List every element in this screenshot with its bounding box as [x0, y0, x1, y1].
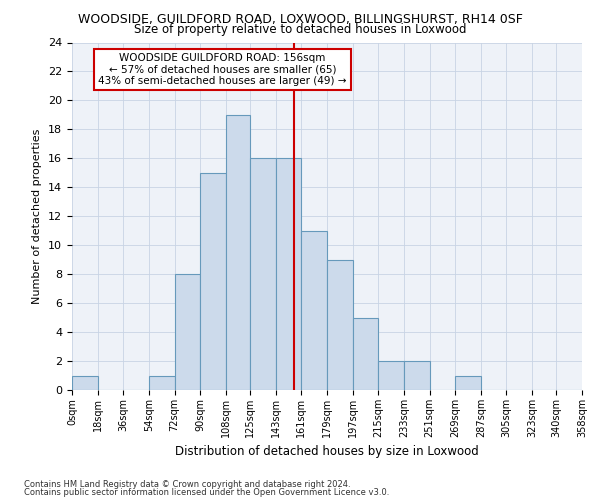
Bar: [175, 274, 200, 390]
Bar: [226, 115, 250, 390]
Bar: [250, 158, 276, 390]
Bar: [200, 173, 226, 390]
X-axis label: Distribution of detached houses by size in Loxwood: Distribution of detached houses by size …: [175, 446, 479, 458]
Text: Size of property relative to detached houses in Loxwood: Size of property relative to detached ho…: [134, 24, 466, 36]
Text: WOODSIDE GUILDFORD ROAD: 156sqm
← 57% of detached houses are smaller (65)
43% of: WOODSIDE GUILDFORD ROAD: 156sqm ← 57% of…: [98, 53, 347, 86]
Bar: [455, 376, 481, 390]
Bar: [353, 318, 378, 390]
Text: Contains HM Land Registry data © Crown copyright and database right 2024.: Contains HM Land Registry data © Crown c…: [24, 480, 350, 489]
Bar: [149, 376, 175, 390]
Bar: [378, 361, 404, 390]
Bar: [404, 361, 430, 390]
Y-axis label: Number of detached properties: Number of detached properties: [32, 128, 43, 304]
Bar: [301, 230, 327, 390]
Bar: [72, 376, 98, 390]
Bar: [327, 260, 353, 390]
Bar: [276, 158, 301, 390]
Text: Contains public sector information licensed under the Open Government Licence v3: Contains public sector information licen…: [24, 488, 389, 497]
Text: WOODSIDE, GUILDFORD ROAD, LOXWOOD, BILLINGSHURST, RH14 0SF: WOODSIDE, GUILDFORD ROAD, LOXWOOD, BILLI…: [77, 12, 523, 26]
